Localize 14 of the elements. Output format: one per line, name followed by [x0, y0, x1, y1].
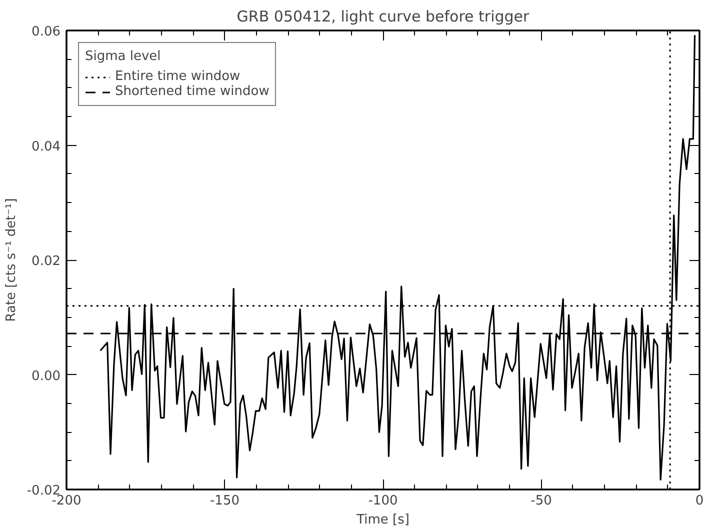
x-tick-label: -100 [368, 494, 398, 508]
y-axis-title: Rate [cts s⁻¹ det⁻¹] [4, 198, 19, 322]
legend-label: Entire time window [115, 69, 240, 84]
x-tick-label: -150 [210, 494, 240, 508]
y-tick-label: 0.04 [32, 139, 61, 154]
chart-title: GRB 050412, light curve before trigger [236, 8, 530, 26]
x-tick-label: -50 [530, 494, 552, 508]
y-tick-label: 0.00 [32, 368, 61, 384]
legend-title: Sigma level [85, 49, 162, 64]
x-tick-label: 0 [695, 494, 704, 508]
x-axis-title: Time [s] [356, 512, 410, 528]
legend-label: Shortened time window [115, 84, 270, 99]
y-tick-label: 0.02 [32, 254, 61, 269]
y-tick-label: 0.06 [32, 24, 61, 40]
